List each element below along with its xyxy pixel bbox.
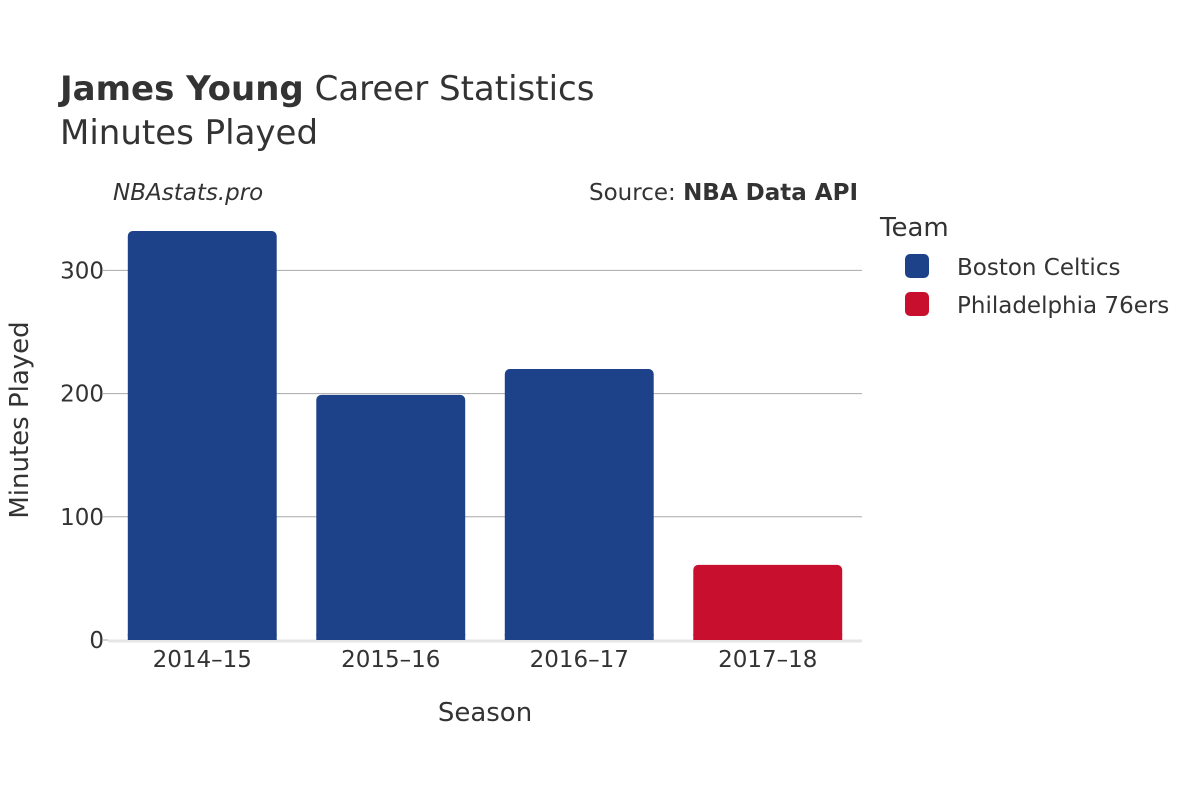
source-name: NBA Data API xyxy=(683,180,858,206)
source-prefix: Source: xyxy=(589,180,683,206)
y-tick-label: 0 xyxy=(89,628,104,654)
site-credit: NBAstats.pro xyxy=(113,180,263,206)
legend-label: Boston Celtics xyxy=(957,255,1120,281)
bar xyxy=(693,564,843,640)
x-tick-label: 2014–15 xyxy=(153,647,252,673)
legend: Team Boston Celtics Philadelphia 76ers xyxy=(879,213,1169,319)
bar-layer xyxy=(127,231,843,640)
legend-swatch xyxy=(905,254,929,278)
chart-title: James Young Career Statistics xyxy=(58,69,594,109)
legend-items: Boston Celtics Philadelphia 76ers xyxy=(905,254,1169,319)
bar-base xyxy=(504,634,654,640)
chart-title-player: James Young xyxy=(58,69,304,109)
y-tick-label: 200 xyxy=(60,382,104,408)
bar-base xyxy=(127,634,277,640)
bar xyxy=(127,231,277,640)
y-axis-title: Minutes Played xyxy=(5,321,35,518)
x-tick-label: 2015–16 xyxy=(341,647,440,673)
x-tick-labels: 2014–15 2015–16 2016–17 2017–18 xyxy=(153,647,818,673)
y-tick-label: 100 xyxy=(60,505,104,531)
bar xyxy=(504,368,654,640)
x-axis-title: Season xyxy=(438,698,532,728)
legend-title: Team xyxy=(879,213,949,243)
bar xyxy=(316,394,466,640)
bar-base xyxy=(693,634,843,640)
legend-swatch xyxy=(905,292,929,316)
chart-title-rest: Career Statistics xyxy=(304,69,595,109)
source-credit: Source: NBA Data API xyxy=(589,180,858,206)
y-tick-labels: 0 100 200 300 xyxy=(60,258,104,654)
y-tick-label: 300 xyxy=(60,258,104,284)
bar-base xyxy=(316,634,466,640)
x-tick-label: 2017–18 xyxy=(718,647,817,673)
legend-label: Philadelphia 76ers xyxy=(957,293,1169,319)
x-tick-label: 2016–17 xyxy=(530,647,629,673)
chart-subtitle: Minutes Played xyxy=(60,113,318,153)
